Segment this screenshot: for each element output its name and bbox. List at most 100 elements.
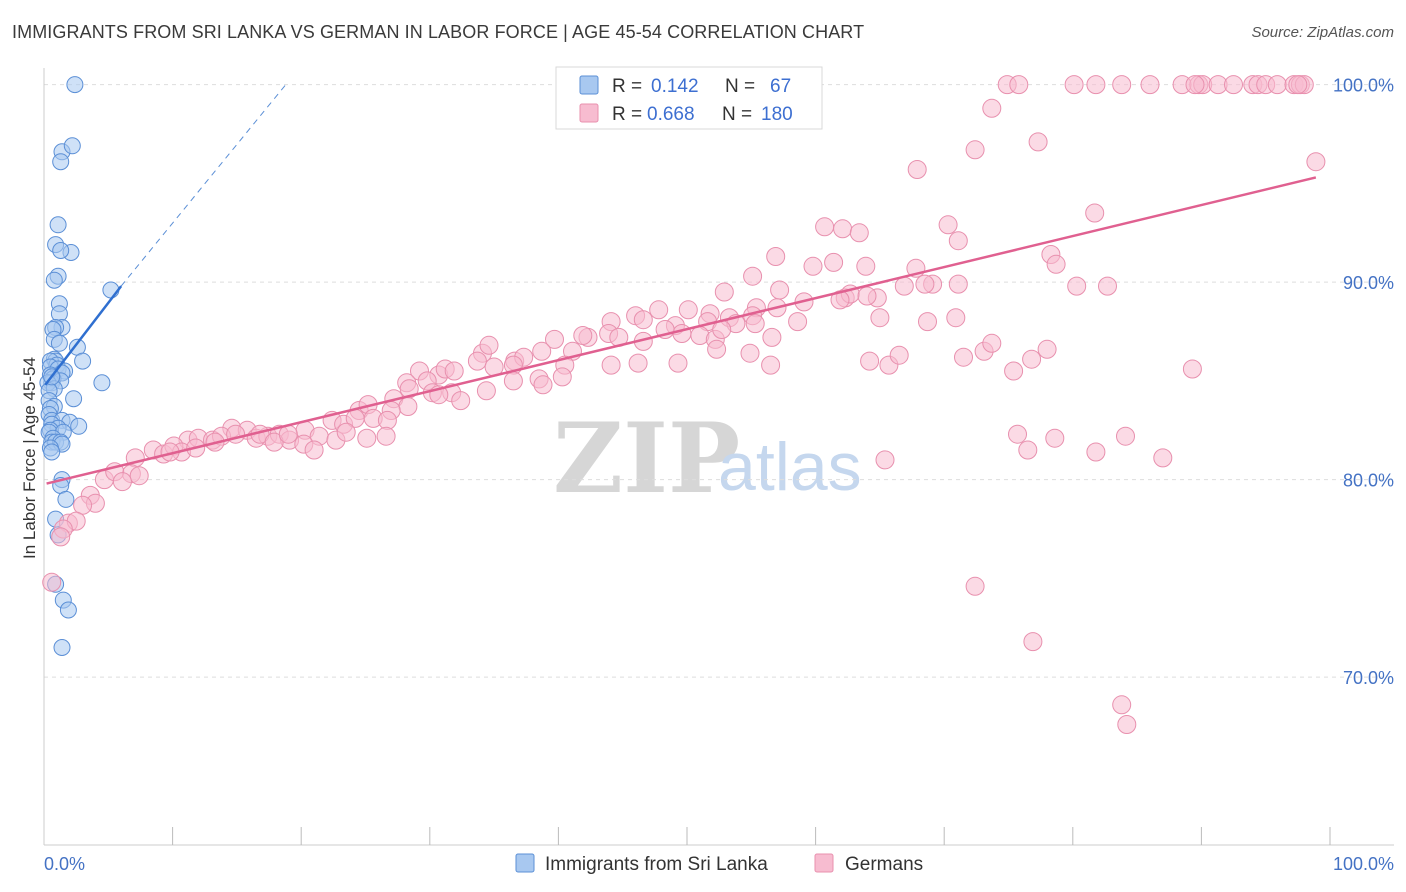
point-sri-lanka: [45, 271, 63, 289]
point-sri-lanka: [65, 390, 83, 408]
point-sri-lanka: [52, 242, 70, 259]
point-germans: [982, 98, 1002, 118]
point-germans: [545, 329, 564, 349]
point-germans: [532, 341, 552, 361]
point-germans: [399, 379, 419, 399]
point-germans: [948, 231, 968, 251]
point-germans: [336, 422, 356, 442]
point-germans: [573, 326, 593, 345]
point-germans: [965, 576, 985, 596]
point-germans: [889, 345, 909, 365]
point-germans: [743, 266, 763, 286]
point-germans: [633, 310, 653, 330]
bottom-legend-label-germans: Germans: [845, 854, 923, 875]
legend-n-value-1: 67: [770, 76, 791, 97]
point-germans: [918, 312, 937, 332]
point-germans: [766, 247, 786, 266]
legend-swatch-sri-lanka: [579, 75, 599, 95]
source-credit: Source: ZipAtlas.com: [1251, 24, 1394, 41]
point-germans: [467, 351, 487, 371]
point-germans: [770, 280, 790, 300]
point-germans: [112, 472, 132, 492]
point-germans: [965, 140, 985, 160]
tick-labels: 70.0% 80.0% 90.0% 100.0% 0.0% 100.0%: [44, 76, 1394, 874]
point-sri-lanka: [57, 490, 75, 508]
point-germans: [1112, 75, 1132, 95]
point-germans: [815, 217, 835, 237]
point-sri-lanka: [53, 639, 71, 656]
legend-n-label-1: N =: [725, 76, 755, 97]
point-germans: [938, 215, 958, 235]
point-germans: [73, 495, 93, 515]
point-sri-lanka: [63, 137, 81, 155]
point-sri-lanka: [102, 281, 120, 299]
legend-n-label-2: N =: [722, 104, 752, 125]
legend-swatch-germans: [579, 103, 599, 123]
x-tick-label: 100.0%: [1333, 854, 1394, 874]
point-germans: [1085, 203, 1105, 223]
point-germans: [875, 450, 895, 470]
point-germans: [870, 308, 890, 328]
point-germans: [1267, 75, 1287, 95]
point-germans: [1067, 276, 1087, 296]
point-germans: [1117, 715, 1137, 734]
trend-lines: [44, 84, 1317, 485]
trend-extension-sri-lanka: [120, 84, 287, 287]
point-germans: [668, 353, 688, 373]
grid-lines: [44, 84, 1394, 678]
point-germans: [42, 572, 62, 592]
point-germans: [1306, 152, 1326, 172]
point-germans: [1153, 448, 1173, 468]
point-germans: [745, 314, 765, 334]
point-germans: [649, 300, 669, 320]
point-germans: [1182, 359, 1202, 379]
point-germans: [788, 312, 808, 332]
point-germans: [761, 355, 781, 375]
top-legend-box: [555, 66, 823, 130]
legend-r-value-2: 0.668: [647, 104, 695, 125]
point-sri-lanka: [70, 417, 88, 435]
point-germans: [1224, 75, 1243, 95]
point-germans: [451, 391, 471, 411]
top-legend: R = 0.142 N = 67 R = 0.668 N = 180: [555, 66, 823, 130]
point-germans: [1112, 695, 1132, 715]
point-germans: [1004, 361, 1024, 381]
point-germans: [357, 428, 377, 448]
point-germans: [503, 371, 523, 391]
point-germans: [1185, 75, 1205, 95]
point-germans: [856, 256, 876, 276]
point-germans: [707, 339, 727, 359]
y-tick-label: 70.0%: [1343, 668, 1394, 688]
legend-r-label-2: R =: [612, 104, 642, 125]
point-germans: [678, 300, 698, 320]
legend-r-value-1: 0.142: [651, 76, 699, 97]
watermark-atlas: atlas: [718, 429, 862, 505]
bottom-legend-label-sri-lanka: Immigrants from Sri Lanka: [545, 854, 768, 875]
point-germans: [1046, 254, 1066, 274]
point-germans: [377, 410, 397, 430]
point-germans: [479, 335, 499, 355]
point-germans: [740, 343, 760, 363]
bottom-legend: Immigrants from Sri Lanka Germans: [515, 853, 923, 875]
bottom-legend-swatch-sri-lanka: [515, 853, 535, 873]
point-germans: [476, 381, 496, 401]
point-germans: [398, 397, 418, 416]
point-sri-lanka: [43, 443, 61, 461]
point-germans: [129, 466, 149, 486]
point-germans: [304, 440, 324, 460]
point-germans: [907, 160, 927, 179]
point-germans: [1023, 632, 1043, 652]
point-sri-lanka: [49, 216, 67, 234]
point-germans: [1288, 75, 1308, 95]
point-germans: [714, 282, 734, 302]
point-germans: [1086, 75, 1106, 95]
axes: [43, 68, 1394, 846]
point-germans: [1064, 75, 1084, 95]
y-tick-label: 100.0%: [1333, 76, 1394, 96]
chart-title: IMMIGRANTS FROM SRI LANKA VS GERMAN IN L…: [12, 22, 865, 42]
point-sri-lanka: [74, 352, 92, 370]
point-germans: [824, 252, 844, 272]
point-germans: [1045, 428, 1065, 448]
point-germans: [444, 361, 464, 381]
x-tick-label: 0.0%: [44, 854, 85, 874]
